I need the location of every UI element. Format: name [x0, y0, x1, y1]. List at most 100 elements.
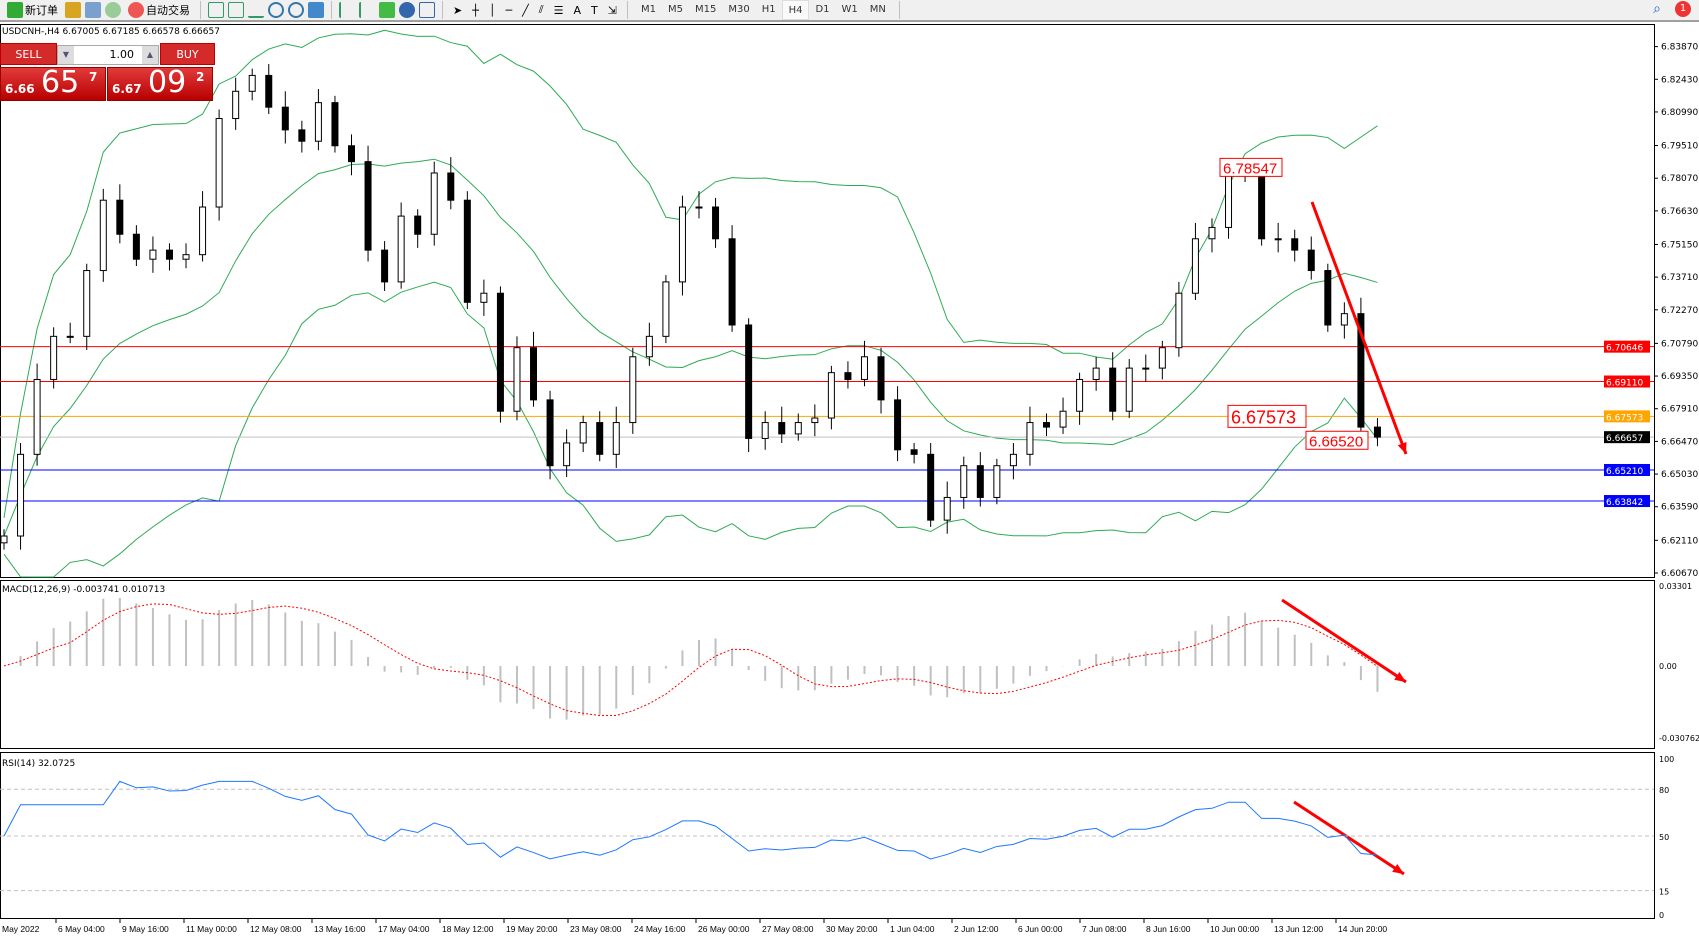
- candle-bear: [1307, 249, 1315, 272]
- price-tick-label: 6.72270: [1661, 306, 1698, 316]
- time-tick-label: 6 Jun 00:00: [1018, 924, 1063, 934]
- level-price-tag: [1604, 463, 1650, 476]
- one-click-trading-panel: SELL 1.00 ▼ ▲ BUY 6.66 65 7 6.67 09 2: [0, 43, 215, 101]
- time-tick-label: 1 Jun 04:00: [890, 924, 935, 934]
- metaeditor-icon[interactable]: [65, 2, 81, 18]
- bar-chart-icon[interactable]: [208, 2, 224, 18]
- notifications-icon[interactable]: 1: [1675, 1, 1691, 17]
- candle-bull: [612, 422, 620, 455]
- auto-trading-button[interactable]: 自动交易: [125, 0, 193, 20]
- trendline-icon[interactable]: ╱: [522, 3, 529, 17]
- buy-button[interactable]: BUY: [160, 43, 215, 65]
- auto-scroll-icon[interactable]: [339, 2, 355, 18]
- lot-size-input[interactable]: 1.00: [57, 45, 159, 65]
- periods-clock-icon[interactable]: [399, 2, 415, 18]
- level-price-label: 6.66657: [1606, 434, 1643, 444]
- price-tick-label: 6.70790: [1661, 339, 1698, 349]
- cursor-icon[interactable]: ➤: [453, 3, 463, 17]
- candle-bull: [860, 356, 868, 380]
- candle-bull: [678, 206, 686, 283]
- price-annotation-label: 6.78547: [1223, 160, 1277, 177]
- text-label-icon[interactable]: T: [591, 3, 598, 17]
- candlestick-icon[interactable]: [228, 2, 244, 18]
- line-chart-icon[interactable]: [248, 2, 264, 18]
- separator: [626, 1, 628, 19]
- timeframe-h1[interactable]: H1: [761, 4, 776, 15]
- tile-windows-icon[interactable]: [308, 2, 324, 18]
- templates-icon[interactable]: [419, 2, 435, 18]
- time-tick-label: 17 May 04:00: [378, 924, 430, 934]
- arrows-icon[interactable]: ⇲: [607, 3, 617, 17]
- price-annotation-label: 6.67573: [1231, 407, 1296, 427]
- macd-pane: [0, 580, 1655, 749]
- timeframe-m15[interactable]: M15: [694, 4, 717, 15]
- price-tick-label: 6.60670: [1661, 569, 1698, 579]
- signals-icon[interactable]: [105, 2, 121, 18]
- candle-bull: [1175, 292, 1183, 349]
- candle-bear: [364, 161, 372, 251]
- level-price-label: 6.69110: [1606, 378, 1643, 388]
- candle-bull: [1092, 367, 1100, 380]
- lot-decrease-icon[interactable]: ▼: [58, 46, 74, 64]
- fibonacci-icon[interactable]: ☰: [553, 3, 564, 17]
- price-tick-label: 6.78070: [1661, 174, 1698, 184]
- vertical-line-icon[interactable]: │: [488, 3, 496, 17]
- candle-bull: [1274, 238, 1282, 241]
- search-icon[interactable]: ⌕: [1653, 1, 1661, 17]
- level-price-label: 6.70646: [1606, 344, 1643, 354]
- rsi-tick-label: 80: [1659, 786, 1669, 795]
- time-tick-label: 27 May 08:00: [762, 924, 814, 934]
- new-order-button[interactable]: 新订单: [4, 0, 61, 20]
- sell-button[interactable]: SELL: [0, 43, 57, 65]
- candle-bull: [563, 442, 571, 467]
- timeframe-w1[interactable]: W1: [841, 4, 858, 15]
- candle-bull: [17, 453, 25, 537]
- candle-bull: [182, 254, 190, 260]
- candle-bear: [976, 465, 984, 498]
- timeframe-h4[interactable]: H4: [781, 0, 810, 20]
- candle-bull: [1009, 453, 1017, 467]
- equidistant-channel-icon[interactable]: ⫽: [538, 3, 544, 16]
- buy-price-button[interactable]: 6.67 09 2: [107, 67, 213, 101]
- price-tick-label: 6.66470: [1661, 437, 1698, 447]
- candle-bull: [215, 118, 223, 208]
- timeframe-m1[interactable]: M1: [640, 4, 656, 15]
- candle-bear: [894, 399, 902, 451]
- crosshair-icon[interactable]: ┼: [472, 3, 479, 17]
- history-icon[interactable]: [85, 2, 101, 18]
- candle-bull: [695, 206, 703, 209]
- macd-label: MACD(12,26,9) -0.003741 0.010713: [2, 585, 165, 595]
- timeframe-mn[interactable]: MN: [869, 4, 886, 15]
- price-tick-label: 6.65030: [1661, 470, 1698, 480]
- text-icon[interactable]: A: [573, 3, 582, 17]
- zoom-out-icon[interactable]: [288, 2, 304, 18]
- candle-bull: [1076, 378, 1084, 412]
- candle-bull: [993, 465, 1001, 498]
- candle-bull: [1059, 410, 1067, 428]
- candle-bull: [1125, 367, 1133, 412]
- timeframe-m5[interactable]: M5: [667, 4, 683, 15]
- candle-bull: [960, 465, 968, 498]
- candle-bear: [1291, 238, 1299, 251]
- candle-bull: [99, 199, 107, 272]
- lot-increase-icon[interactable]: ▲: [142, 46, 158, 64]
- price-tick-label: 6.75150: [1661, 240, 1698, 250]
- chart-shift-icon[interactable]: [359, 2, 375, 18]
- chart-area[interactable]: 6.83870 6.82430 6.80990 6.79510 6.78070 6.766…: [0, 24, 1699, 941]
- price-annotation-box: [1219, 157, 1283, 177]
- indicators-icon[interactable]: [379, 2, 395, 18]
- sell-price-button[interactable]: 6.66 65 7: [0, 67, 106, 101]
- price-down-arrow-head: [1397, 442, 1407, 454]
- separator: [200, 1, 201, 19]
- candle-bear: [910, 449, 918, 455]
- candle-bear: [1373, 426, 1381, 438]
- zoom-in-icon[interactable]: [268, 2, 284, 18]
- bollinger-upper: [3, 29, 1378, 518]
- horizontal-line-icon[interactable]: ─: [505, 3, 513, 17]
- timeframe-m30[interactable]: M30: [728, 4, 750, 15]
- candle-bear: [331, 102, 339, 147]
- timeframe-d1[interactable]: D1: [815, 4, 830, 15]
- candle-bear: [712, 206, 720, 240]
- price-tick-label: 6.62110: [1661, 536, 1698, 546]
- rsi-down-arrow-head: [1392, 864, 1404, 874]
